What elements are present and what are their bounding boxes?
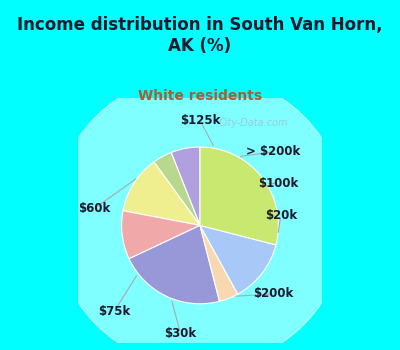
Text: > $200k: > $200k <box>246 145 301 159</box>
Text: $75k: $75k <box>98 304 130 318</box>
Wedge shape <box>200 147 278 245</box>
Wedge shape <box>200 225 238 301</box>
Wedge shape <box>200 225 276 294</box>
Ellipse shape <box>53 74 347 350</box>
Text: $200k: $200k <box>253 287 294 301</box>
Text: City-Data.com: City-Data.com <box>219 118 289 127</box>
Wedge shape <box>129 225 220 304</box>
Wedge shape <box>122 211 200 259</box>
Text: $125k: $125k <box>180 113 220 127</box>
Wedge shape <box>154 153 200 225</box>
Text: White residents: White residents <box>138 89 262 103</box>
Wedge shape <box>171 147 200 225</box>
Wedge shape <box>123 162 200 225</box>
Text: Income distribution in South Van Horn,
AK (%): Income distribution in South Van Horn, A… <box>17 16 383 55</box>
Text: $100k: $100k <box>258 177 298 190</box>
Text: $20k: $20k <box>265 209 297 222</box>
Text: $60k: $60k <box>78 202 111 215</box>
Text: $30k: $30k <box>164 327 196 340</box>
